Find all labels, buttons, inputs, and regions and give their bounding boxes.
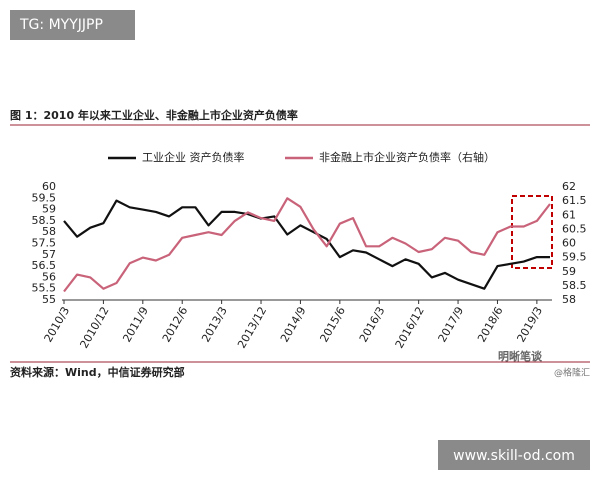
- legend-label: 非金融上市企业资产负债率（右轴）: [319, 150, 495, 164]
- y2-tick-label: 61.5: [562, 194, 587, 207]
- y2-tick-label: 61: [562, 208, 576, 221]
- logo-sub: @格隆汇: [554, 367, 590, 379]
- x-tick-label: 2019/3: [514, 305, 545, 345]
- legend-label: 工业企业 资产负债率: [142, 150, 245, 164]
- y2-tick-label: 59.5: [562, 251, 587, 264]
- x-tick-label: 2017/9: [436, 305, 467, 345]
- series-line: [63, 199, 550, 290]
- x-tick-label: 2010/3: [42, 305, 73, 345]
- x-tick-label: 2018/6: [475, 305, 506, 345]
- x-tick-label: 2010/12: [77, 305, 111, 351]
- y-tick-label: 56.5: [32, 259, 57, 272]
- y-tick-label: 55: [42, 293, 56, 306]
- x-tick-label: 2016/12: [393, 305, 427, 351]
- y2-tick-label: 60.5: [562, 222, 587, 235]
- y2-tick-label: 58: [562, 293, 576, 306]
- x-tick-label: 2016/3: [357, 305, 388, 345]
- y-tick-label: 58.5: [32, 214, 57, 227]
- highlight-box: [511, 195, 553, 269]
- watermark: TG: MYYJJPP: [19, 17, 103, 33]
- watermark: www.skill-od.com: [453, 448, 575, 464]
- y-tick-label: 60: [42, 180, 56, 193]
- y2-tick-label: 58.5: [562, 279, 587, 292]
- chart-title: 图 1：2010 年以来工业企业、非金融上市企业资产负债率: [10, 108, 298, 122]
- y2-tick-label: 60: [562, 237, 576, 250]
- y-tick-label: 56: [42, 270, 56, 283]
- y2-tick-label: 62: [562, 180, 576, 193]
- y-tick-label: 55.5: [32, 282, 57, 295]
- watermark-box: [438, 440, 590, 470]
- logo: 明晰笔谈: [498, 349, 543, 363]
- y-tick-label: 59: [42, 203, 56, 216]
- x-tick-label: 2013/3: [199, 305, 230, 345]
- x-tick-label: 2011/9: [120, 305, 151, 345]
- y-tick-label: 58: [42, 225, 56, 238]
- x-tick-label: 2013/12: [235, 305, 269, 351]
- source: 资料来源：Wind，中信证券研究部: [10, 365, 185, 379]
- series-line: [63, 197, 551, 293]
- x-tick-label: 2014/9: [278, 305, 309, 345]
- y2-tick-label: 59: [562, 265, 576, 278]
- x-tick-label: 2012/6: [160, 305, 191, 345]
- y-tick-label: 57.5: [32, 237, 57, 250]
- x-tick-label: 2015/6: [317, 305, 348, 345]
- watermark-box: [10, 10, 135, 40]
- y-tick-label: 57: [42, 248, 56, 261]
- y-tick-label: 59.5: [32, 191, 57, 204]
